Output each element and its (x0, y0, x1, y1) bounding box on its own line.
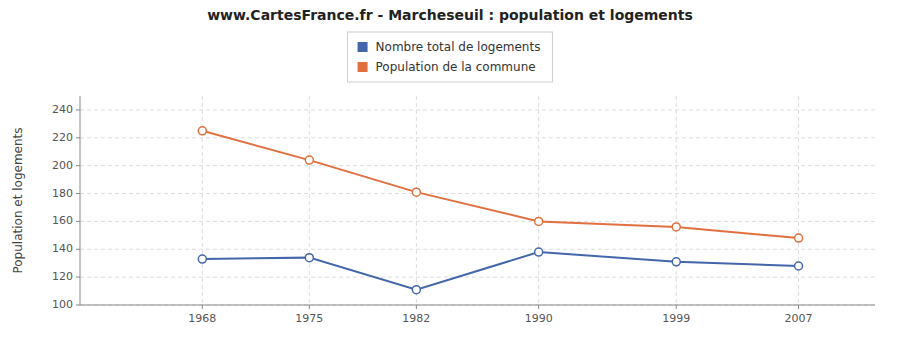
series-point (412, 286, 420, 294)
grid-line-y (80, 221, 875, 222)
series-point (198, 127, 206, 135)
chart-container: www.CartesFrance.fr - Marcheseuil : popu… (0, 0, 900, 340)
x-axis-line (80, 305, 875, 306)
grid-line-y (80, 193, 875, 194)
y-tick (76, 277, 80, 278)
series-line (202, 252, 798, 290)
y-tick (76, 305, 80, 306)
grid-line-x (798, 96, 799, 305)
grid-line-y (80, 277, 875, 278)
legend-swatch (358, 42, 368, 52)
x-tick-label: 2007 (785, 312, 813, 325)
y-axis-line (80, 96, 81, 305)
x-tick (798, 305, 799, 309)
grid-line-x (416, 96, 417, 305)
y-tick-label: 140 (52, 242, 73, 255)
y-tick-label: 200 (52, 159, 73, 172)
series-point (198, 255, 206, 263)
legend-label: Population de la commune (376, 60, 536, 74)
axes: 100 120 140 160 180 200 220 240 1968 1975 1982 1990… (52, 96, 875, 325)
grid-line-x (309, 96, 310, 305)
legend-label: Nombre total de logements (376, 40, 541, 54)
grid-line-x (538, 96, 539, 305)
grid (80, 96, 875, 305)
grid-line-y (80, 249, 875, 250)
y-tick (76, 221, 80, 222)
x-tick (309, 305, 310, 309)
series-point (672, 223, 680, 231)
x-tick-label: 1982 (402, 312, 430, 325)
legend-frame (348, 32, 553, 82)
y-tick-label: 120 (52, 270, 73, 283)
series-point (535, 248, 543, 256)
x-tick (676, 305, 677, 309)
legend-swatch (358, 62, 368, 72)
series-point (795, 262, 803, 270)
y-tick-label: 240 (52, 103, 73, 116)
y-axis-label: Population et logements (11, 127, 25, 273)
grid-line-y (80, 109, 875, 110)
series-point (672, 258, 680, 266)
series-point (795, 234, 803, 242)
grid-line-y (80, 137, 875, 138)
grid-line-x (676, 96, 677, 305)
chart-svg: www.CartesFrance.fr - Marcheseuil : popu… (0, 0, 900, 340)
grid-line-y (80, 305, 875, 306)
grid-line-y (80, 165, 875, 166)
y-tick (76, 249, 80, 250)
series-line (202, 131, 798, 238)
x-tick-label: 1968 (188, 312, 216, 325)
legend: Nombre total de logements Population de l… (348, 32, 553, 82)
x-tick-label: 1999 (662, 312, 690, 325)
y-tick (76, 165, 80, 166)
x-tick (202, 305, 203, 309)
x-tick-label: 1990 (525, 312, 553, 325)
series-point (305, 254, 313, 262)
series-point (412, 188, 420, 196)
x-tick (416, 305, 417, 309)
x-tick (538, 305, 539, 309)
series-point (535, 217, 543, 225)
y-tick-label: 220 (52, 131, 73, 144)
chart-title: www.CartesFrance.fr - Marcheseuil : popu… (207, 7, 693, 23)
y-tick-label: 160 (52, 214, 73, 227)
y-tick (76, 193, 80, 194)
x-tick-label: 1975 (295, 312, 323, 325)
y-tick-label: 180 (52, 187, 73, 200)
y-tick (76, 137, 80, 138)
series-point (305, 156, 313, 164)
y-tick-label: 100 (52, 298, 73, 311)
plot-area (198, 127, 802, 294)
y-tick (76, 109, 80, 110)
